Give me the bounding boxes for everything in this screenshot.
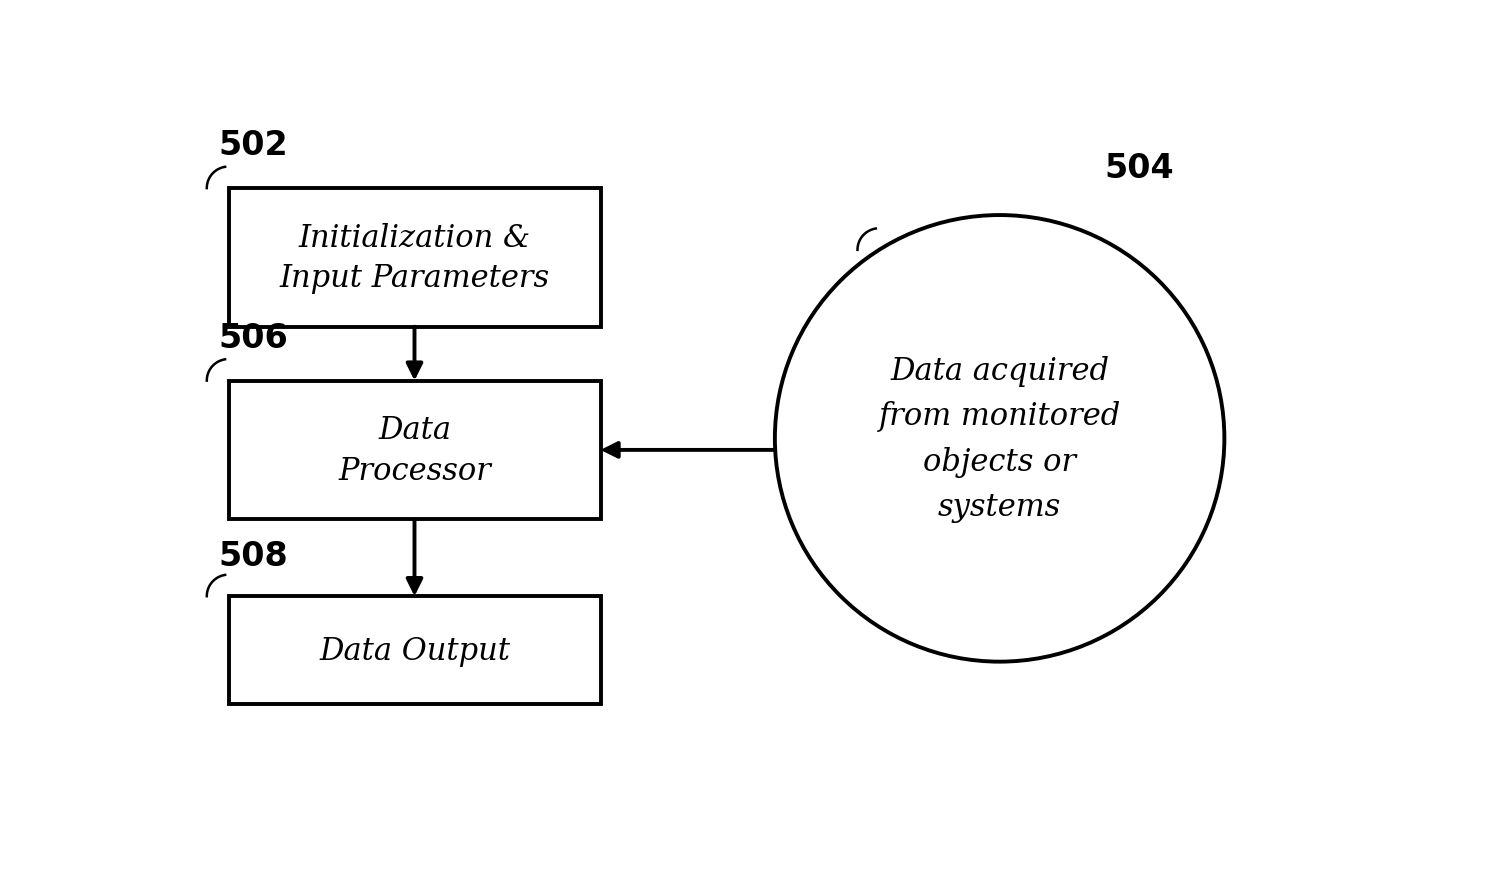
Bar xyxy=(229,596,601,704)
Text: 502: 502 xyxy=(219,129,288,162)
Circle shape xyxy=(775,216,1224,662)
Text: Data Output: Data Output xyxy=(320,635,510,666)
Text: 506: 506 xyxy=(219,322,288,355)
Bar xyxy=(229,189,601,328)
Text: Data acquired
from monitored
objects or
systems: Data acquired from monitored objects or … xyxy=(879,355,1121,522)
Text: Data
Processor: Data Processor xyxy=(338,415,491,486)
Text: 508: 508 xyxy=(219,539,288,572)
Bar xyxy=(229,381,601,520)
Text: Initialization &
Input Parameters: Initialization & Input Parameters xyxy=(280,222,550,294)
Text: 504: 504 xyxy=(1105,152,1173,185)
